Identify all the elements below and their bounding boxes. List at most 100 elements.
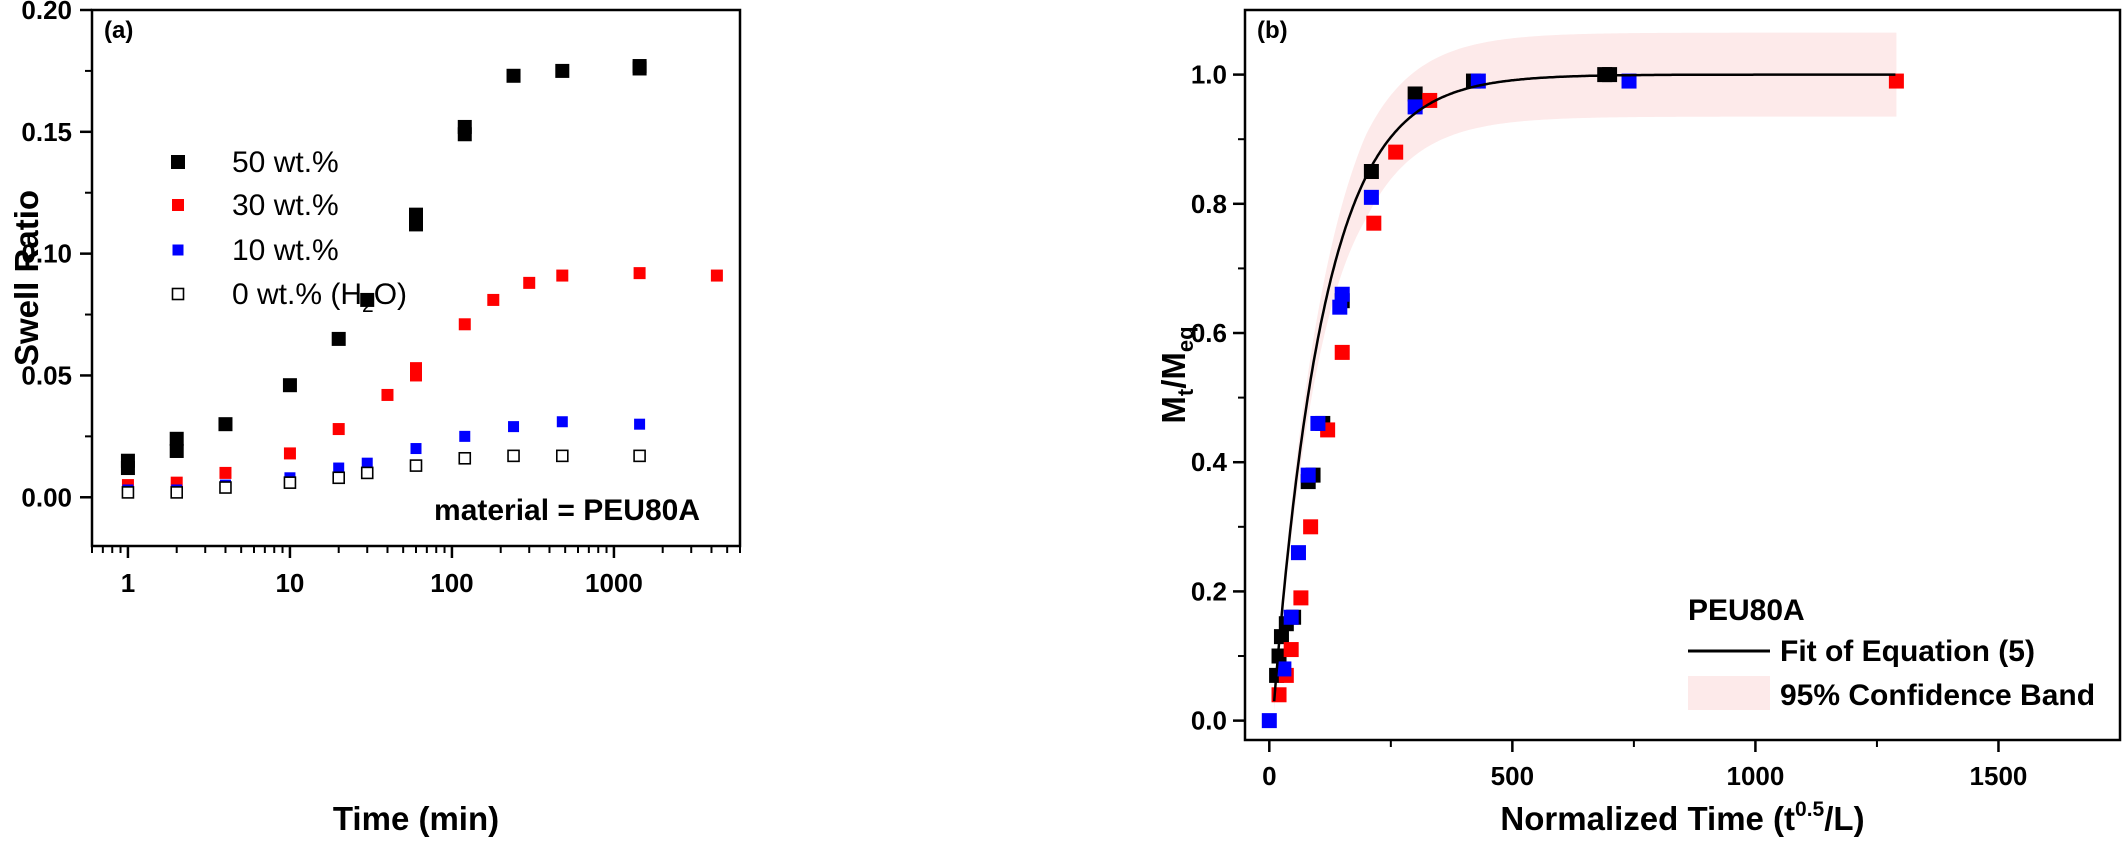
panel-b-x-axis-title: Normalized Time (t0.5/L): [1500, 798, 1864, 837]
x-tick-label: 500: [1491, 761, 1534, 791]
data-point-30-wt-: [1888, 73, 1904, 89]
data-point-30-wt-: [633, 267, 646, 280]
data-point-10-wt-: [1283, 609, 1299, 625]
data-point-0-wt-h2o-: [360, 466, 374, 480]
x-tick-label: 1: [121, 568, 135, 598]
panel-b-chart: 0 500 1000 1500 0.0 0.2 0.4 0.6 0.8 1.0 (b) Norma…: [1155, 8, 2122, 837]
panel-b-fit-curve: [1272, 73, 1896, 702]
y-tick-label: 0.10: [21, 239, 72, 269]
data-point-30-wt-: [219, 466, 232, 479]
data-point-10-wt-: [410, 443, 422, 455]
data-point-50-wt-: [282, 378, 297, 393]
x-tick-label: 100: [430, 568, 473, 598]
x-tick-label: 1000: [585, 568, 643, 598]
panel-a-label: (a): [104, 17, 133, 44]
y-tick-label: 0.05: [21, 360, 72, 390]
y-tick-label: 0.15: [21, 117, 72, 147]
y-tick-label: 0.0: [1191, 706, 1227, 736]
legend-label-0wt-main: 0 wt.% (H: [232, 278, 362, 311]
data-point-10-wt-: [1290, 545, 1306, 561]
legend-marker-0wt-water: [171, 287, 185, 301]
legend-label-0wt-water: 0 wt.% (H2O): [232, 278, 407, 317]
panel-b-legend: PEU80A Fit of Equation (5) 95% Confidenc…: [1688, 594, 2095, 712]
data-point-0-wt-h2o-: [121, 486, 135, 499]
panel-b-x-title-main: Normalized Time (t: [1500, 800, 1795, 837]
data-point-50-wt-: [409, 207, 423, 222]
data-point-50-wt-: [506, 68, 521, 83]
panel-b-y-axis-title: Mt/Meq: [1155, 326, 1198, 423]
data-point-10-wt-: [361, 457, 373, 469]
y-tick-label: 0.20: [21, 0, 72, 25]
data-point-30-wt-: [458, 318, 471, 331]
panel-b-tick-labels: 0 500 1000 1500 0.0 0.2 0.4 0.6 0.8 1.0: [1191, 60, 2028, 791]
y-tick-label: 1.0: [1191, 60, 1227, 90]
panel-a-legend: 50 wt.% 30 wt.% 10 wt.% 0 wt.% (H2O): [171, 146, 407, 317]
data-point-30-wt-: [487, 293, 500, 306]
panel-b-y-title-sub-eq: eq: [1173, 326, 1198, 352]
legend-label-0wt-end: O): [374, 278, 407, 311]
data-point-50-wt-: [457, 119, 472, 134]
data-point-30-wt-: [1388, 144, 1404, 160]
data-point-10-wt-: [333, 462, 345, 474]
data-point-50-wt-: [555, 63, 570, 78]
panel-b-x-title-superscript: 0.5: [1795, 798, 1825, 821]
panel-b-confidence-band: [1274, 32, 1897, 712]
panel-b-y-title-sub-t: t: [1173, 388, 1198, 396]
panel-b-y-title-mid: /M: [1155, 352, 1192, 389]
data-point-30-wt-: [283, 447, 296, 460]
data-point-0-wt-h2o-: [556, 449, 569, 463]
panel-a-x-axis-title: Time (min): [333, 800, 499, 837]
data-point-10-wt-: [1261, 713, 1277, 729]
data-point-30-wt-: [1422, 92, 1438, 108]
data-point-10-wt-: [1300, 467, 1316, 483]
data-point-10-wt-: [508, 421, 520, 433]
data-point-30-wt-: [1293, 590, 1309, 606]
legend-label-band: 95% Confidence Band: [1780, 679, 2095, 712]
data-point-10-wt-: [1621, 73, 1637, 89]
y-tick-label: 0.8: [1191, 189, 1227, 219]
y-tick-label: 0.4: [1191, 447, 1228, 477]
panel-b-plot-frame: [1243, 8, 2122, 742]
legend-title-peu80a: PEU80A: [1688, 594, 1805, 627]
data-point-50-wt-: [360, 292, 375, 307]
panel-b-label: (b): [1257, 17, 1288, 44]
confidence-band-area: [1274, 32, 1897, 712]
legend-label-fit: Fit of Equation (5): [1780, 635, 2035, 668]
panel-a-chart: 1 10 100 1000 0.00 0.05 0.10 0.15 0.20 (a) Time …: [8, 0, 742, 837]
data-point-0-wt-h2o-: [283, 476, 297, 489]
data-point-0-wt-h2o-: [409, 459, 423, 472]
data-point-50-wt-: [120, 453, 135, 468]
x-tick-label: 10: [275, 568, 304, 598]
data-point-50-wt-: [169, 431, 184, 446]
data-point-30-wt-: [1366, 215, 1382, 231]
legend-marker-10wt: [172, 244, 184, 256]
legend-marker-30wt: [172, 199, 184, 211]
x-tick-label: 1500: [1970, 761, 2028, 791]
data-point-50-wt-: [218, 417, 233, 432]
data-point-0-wt-h2o-: [633, 449, 646, 463]
panel-a-data-points: [120, 59, 723, 499]
fit-curve-line: [1272, 73, 1896, 702]
panel-a-tick-labels: 1 10 100 1000 0.00 0.05 0.10 0.15 0.20: [21, 0, 642, 598]
data-point-30-wt-: [710, 269, 723, 282]
data-point-0-wt-h2o-: [332, 471, 346, 485]
data-point-10-wt-: [1276, 661, 1292, 677]
panel-b-ticks: [1233, 73, 2000, 752]
data-point-50-wt-: [169, 443, 184, 458]
data-point-30-wt-: [523, 276, 536, 289]
data-point-30-wt-: [1334, 344, 1350, 360]
y-tick-label: 0.2: [1191, 576, 1227, 606]
data-point-10-wt-: [1310, 415, 1326, 431]
data-point-0-wt-h2o-: [170, 486, 184, 499]
data-point-30-wt-: [332, 423, 345, 436]
y-tick-label: 0.6: [1191, 318, 1227, 348]
panel-a-ticks: [80, 8, 741, 558]
x-tick-label: 1000: [1726, 761, 1784, 791]
data-point-30-wt-: [1303, 519, 1319, 535]
data-point-30-wt-: [556, 269, 569, 282]
data-point-30-wt-: [410, 362, 422, 375]
panel-a-y-axis-title: Swell Ratio: [8, 190, 45, 366]
data-point-10-wt-: [1332, 299, 1348, 315]
x-tick-label: 0: [1262, 761, 1276, 791]
data-point-50-wt-: [1407, 86, 1423, 102]
